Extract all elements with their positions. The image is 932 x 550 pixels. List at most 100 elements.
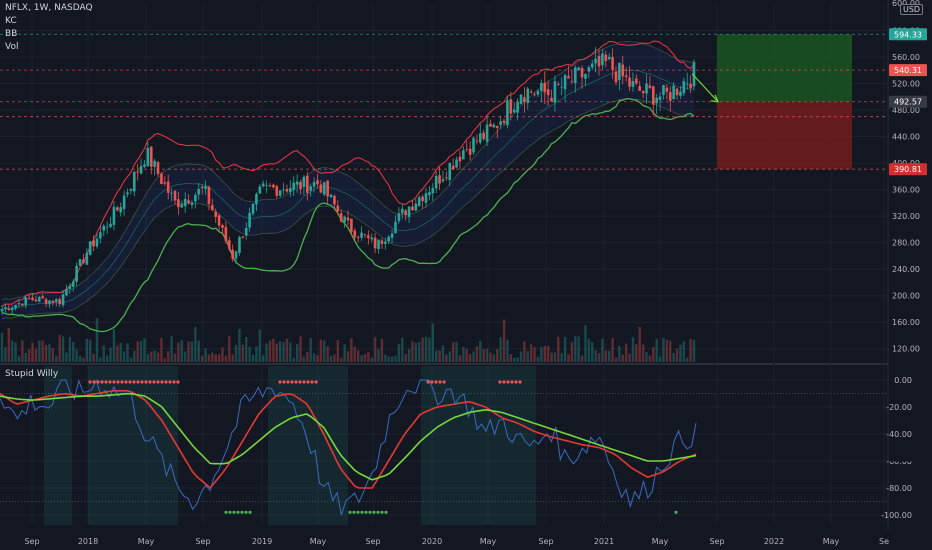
volume-bar — [669, 340, 672, 362]
volume-bar — [282, 342, 285, 362]
overbought-dot — [518, 380, 522, 384]
volume-bar — [441, 345, 445, 362]
volume-bar — [597, 353, 601, 362]
candle-body — [65, 288, 68, 296]
volume-bar — [648, 355, 652, 362]
kc-legend[interactable]: KC — [5, 16, 17, 26]
candle-body — [244, 228, 248, 236]
candle-body — [224, 226, 228, 241]
volume-bar — [156, 352, 160, 362]
candle-body — [675, 88, 679, 96]
time-tick-label: 2020 — [422, 537, 442, 546]
volume-bar — [183, 351, 187, 362]
candle-body — [34, 299, 38, 302]
volume-bar — [44, 345, 48, 362]
currency-badge[interactable]: USD — [900, 4, 924, 15]
volume-bar — [217, 354, 221, 362]
time-tick-label: May — [310, 537, 327, 546]
chart-legend[interactable]: NFLX, 1W, NASDAQ KC BB Vol — [5, 2, 93, 54]
time-axis[interactable]: Sep 2018 May Sep 2019 May Sep 2020 May Sep 2021 May… — [24, 537, 889, 546]
volume-bar — [7, 327, 10, 362]
volume-bar — [88, 339, 92, 362]
candle-body — [187, 200, 190, 204]
candle-body — [166, 181, 170, 193]
volume-bar — [472, 351, 475, 362]
volume-bar — [228, 336, 231, 362]
time-tick-label: May — [652, 537, 669, 546]
volume-bar — [102, 345, 105, 362]
volume-bar — [224, 355, 228, 362]
volume-bar — [21, 340, 24, 362]
oscillator-title[interactable]: Stupid Willy — [5, 369, 59, 379]
candle-body — [645, 83, 648, 94]
volume-bar — [434, 350, 438, 362]
arrow-shaft — [691, 73, 719, 103]
candle-body — [68, 286, 72, 290]
overbought-dot — [92, 380, 96, 384]
volume-bar — [363, 354, 367, 362]
volume-bar — [587, 338, 591, 362]
candle-body — [533, 94, 536, 96]
candle-body — [105, 226, 109, 228]
candle-body — [48, 300, 51, 305]
vol-legend[interactable]: Vol — [5, 42, 19, 52]
price-tick-label: 200.00 — [892, 292, 920, 301]
overbought-dot — [160, 380, 164, 384]
overbought-dot — [310, 380, 314, 384]
candle-body — [116, 207, 119, 211]
volume-bar — [170, 336, 173, 362]
volume-bar — [129, 357, 133, 362]
volume-bar — [563, 336, 567, 362]
kc-upper-line — [1, 41, 695, 300]
osc-tick-label: -80.00 — [886, 484, 912, 493]
price-tag-label: 594.33 — [894, 30, 922, 39]
candle-body — [438, 175, 441, 184]
candle-body — [214, 211, 218, 217]
candle-body — [655, 97, 658, 104]
candle-body — [309, 186, 312, 191]
volume-bar — [387, 356, 390, 362]
volume-bar — [526, 351, 529, 362]
volume-bar — [207, 354, 211, 362]
volume-bar — [631, 337, 635, 362]
volume-bar — [312, 353, 316, 362]
volume-bar — [692, 339, 696, 362]
osc-shaded-region — [421, 366, 536, 525]
volume-bar — [78, 355, 82, 362]
volume-bar — [431, 323, 435, 362]
volume-bar — [112, 329, 116, 362]
volume-bar — [38, 340, 41, 362]
volume-bar — [645, 352, 648, 362]
volume-bar — [326, 346, 329, 362]
candle-body — [468, 148, 472, 155]
position-zones — [717, 34, 852, 170]
candle-body — [672, 85, 675, 100]
volume-bar — [601, 338, 604, 362]
volume-bar — [594, 350, 597, 362]
overbought-dot — [108, 380, 112, 384]
price-tag-label: 492.57 — [894, 98, 922, 107]
symbol-title[interactable]: NFLX, 1W, NASDAQ — [5, 3, 93, 13]
volume-bar — [536, 356, 540, 362]
volume-bar — [448, 351, 451, 362]
bb-legend[interactable]: BB — [5, 29, 18, 39]
volume-bar — [4, 347, 7, 362]
overbought-dot — [144, 380, 148, 384]
volume-bar — [574, 336, 577, 362]
volume-bar — [557, 336, 560, 362]
candle-body — [373, 237, 377, 249]
candle-body — [506, 100, 509, 126]
volume-bar — [292, 357, 295, 362]
volume-bar — [336, 340, 340, 362]
volume-bar — [404, 353, 407, 362]
candle-body — [265, 184, 268, 186]
volume-bar — [190, 341, 194, 362]
volume-bar — [621, 354, 624, 362]
price-tick-label: 160.00 — [892, 318, 920, 327]
volume-bar — [10, 340, 14, 362]
candle-body — [489, 123, 492, 127]
volume-bar — [177, 342, 180, 362]
candle-body — [339, 213, 343, 222]
candle-body — [194, 194, 197, 202]
